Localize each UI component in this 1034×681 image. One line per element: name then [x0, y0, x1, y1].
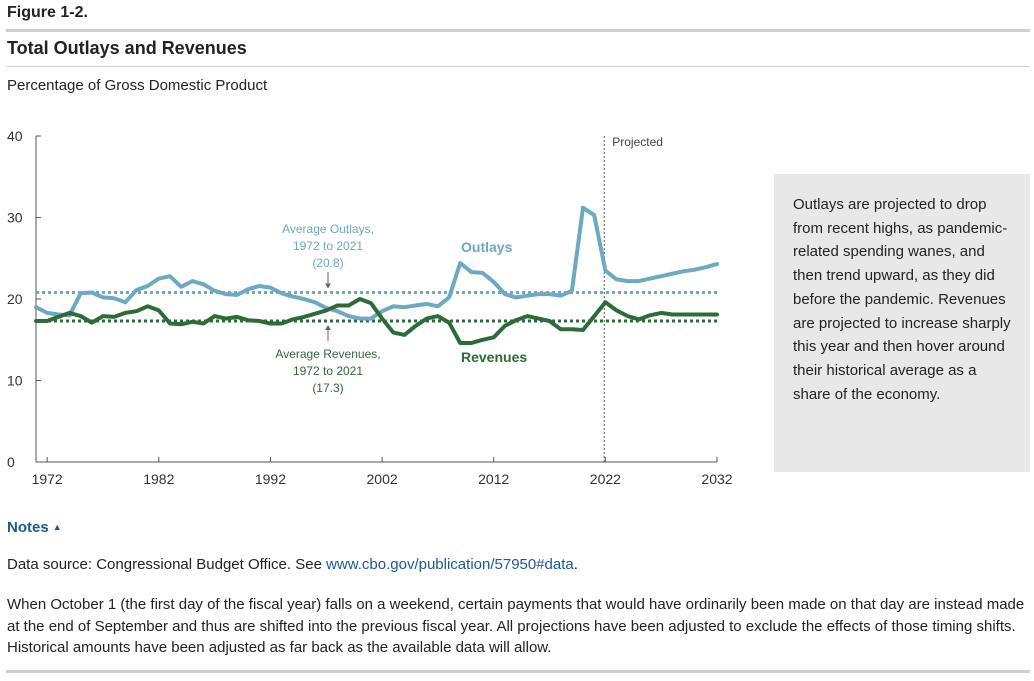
x-tick-label: 2012	[478, 471, 509, 487]
series-revenues-line	[34, 297, 719, 345]
x-tick-label: 2022	[590, 471, 621, 487]
source-suffix: .	[573, 556, 578, 573]
revenues-series-label: Revenues	[461, 349, 527, 365]
y-tick-label: 0	[7, 454, 15, 470]
source-prefix: Data source: Congressional Budget Office…	[7, 556, 327, 573]
chart-title: Total Outlays and Revenues	[7, 38, 247, 58]
figure-label: Figure 1-2.	[7, 4, 88, 21]
top-divider	[6, 29, 1030, 32]
notes-toggle-label: Notes	[7, 519, 49, 536]
side-note-box: Outlays are projected to drop from recen…	[774, 174, 1030, 472]
projection-label: Projected	[612, 135, 663, 149]
outlays-series-label: Outlays	[461, 239, 513, 255]
bottom-divider	[6, 670, 1030, 673]
y-tick-label: 40	[7, 128, 23, 144]
average-outlays-label: (20.8)	[312, 256, 343, 270]
y-tick-label: 20	[7, 291, 23, 307]
chart-subtitle: Percentage of Gross Domestic Product	[7, 77, 268, 94]
arrow-up-icon	[325, 325, 331, 331]
y-tick-label: 30	[7, 210, 23, 226]
projection-marker: Projected	[603, 135, 663, 462]
x-tick-label: 1992	[255, 471, 286, 487]
series-lines	[34, 205, 719, 345]
source-link[interactable]: www.cbo.gov/publication/57950#data	[326, 556, 574, 573]
average-revenues-label: Average Revenues,	[275, 347, 380, 361]
average-outlays-label: 1972 to 2021	[293, 239, 363, 253]
average-revenues-label: (17.3)	[312, 381, 343, 395]
data-source: Data source: Congressional Budget Office…	[7, 556, 578, 573]
series-outlays-line	[34, 205, 719, 321]
x-tick-label: 1972	[32, 471, 63, 487]
average-revenues-label: 1972 to 2021	[293, 364, 363, 378]
chart-axes: 0 10 20 30 40 1972 1982 1992 2002 2012 2022 2032	[7, 128, 733, 487]
y-tick-label: 10	[7, 373, 23, 389]
x-tick-label: 2032	[701, 471, 732, 487]
caret-up-icon: ▲	[52, 522, 62, 532]
arrow-down-icon	[325, 283, 331, 289]
x-tick-label: 2002	[367, 471, 398, 487]
notes-toggle[interactable]: Notes ▲	[7, 519, 62, 536]
footnote-text: When October 1 (the first day of the fis…	[7, 596, 1025, 656]
chart-annotations: Average Outlays, 1972 to 2021 (20.8) Averag…	[275, 222, 527, 395]
average-outlays-label: Average Outlays,	[282, 222, 374, 236]
title-divider	[6, 66, 1030, 67]
x-tick-label: 1982	[143, 471, 174, 487]
line-chart: 0 10 20 30 40 1972 1982 1992 2002 2012 2022 2032 Pr…	[7, 128, 733, 487]
